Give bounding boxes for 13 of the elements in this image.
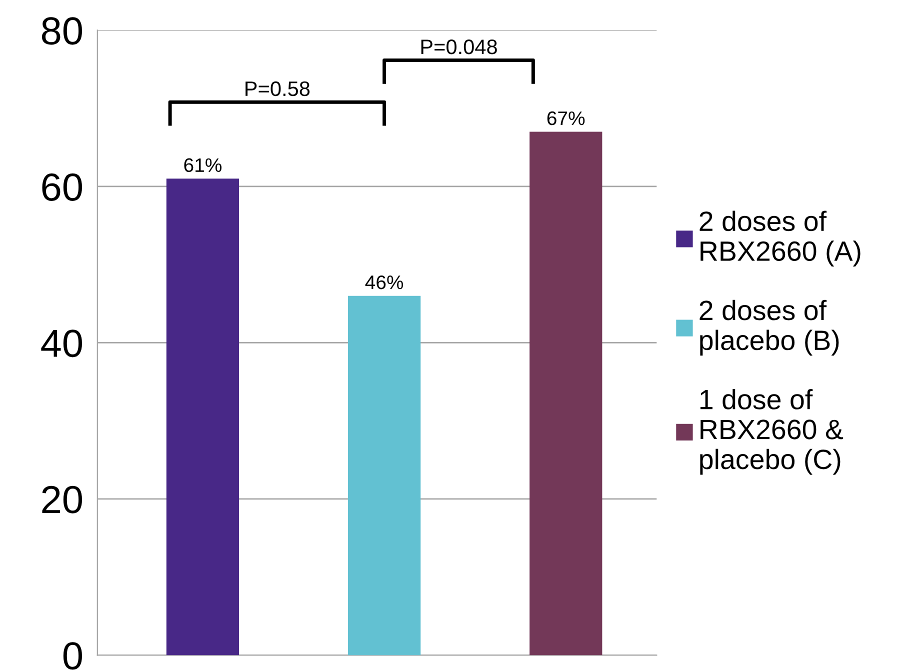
y-tick-label: 40 bbox=[41, 330, 82, 358]
legend-label: 2 doses of placebo (B) bbox=[700, 300, 839, 356]
data-label: 67% bbox=[547, 111, 585, 126]
data-label: 61% bbox=[184, 158, 222, 172]
y-tick-label: 0 bbox=[63, 642, 82, 670]
annotation: P=0.58 bbox=[246, 81, 310, 96]
annotation: P=0.048 bbox=[421, 39, 497, 54]
y-tick-label: 60 bbox=[42, 173, 82, 201]
data-label: 46% bbox=[365, 275, 404, 290]
y-tick-label: 80 bbox=[42, 17, 82, 45]
legend-label: 2 doses of RBX2660 (A) bbox=[700, 210, 860, 267]
legend-label: 1 dose of RBX2660 & placebo (C) bbox=[700, 389, 844, 475]
y-tick-label: 20 bbox=[42, 486, 82, 514]
